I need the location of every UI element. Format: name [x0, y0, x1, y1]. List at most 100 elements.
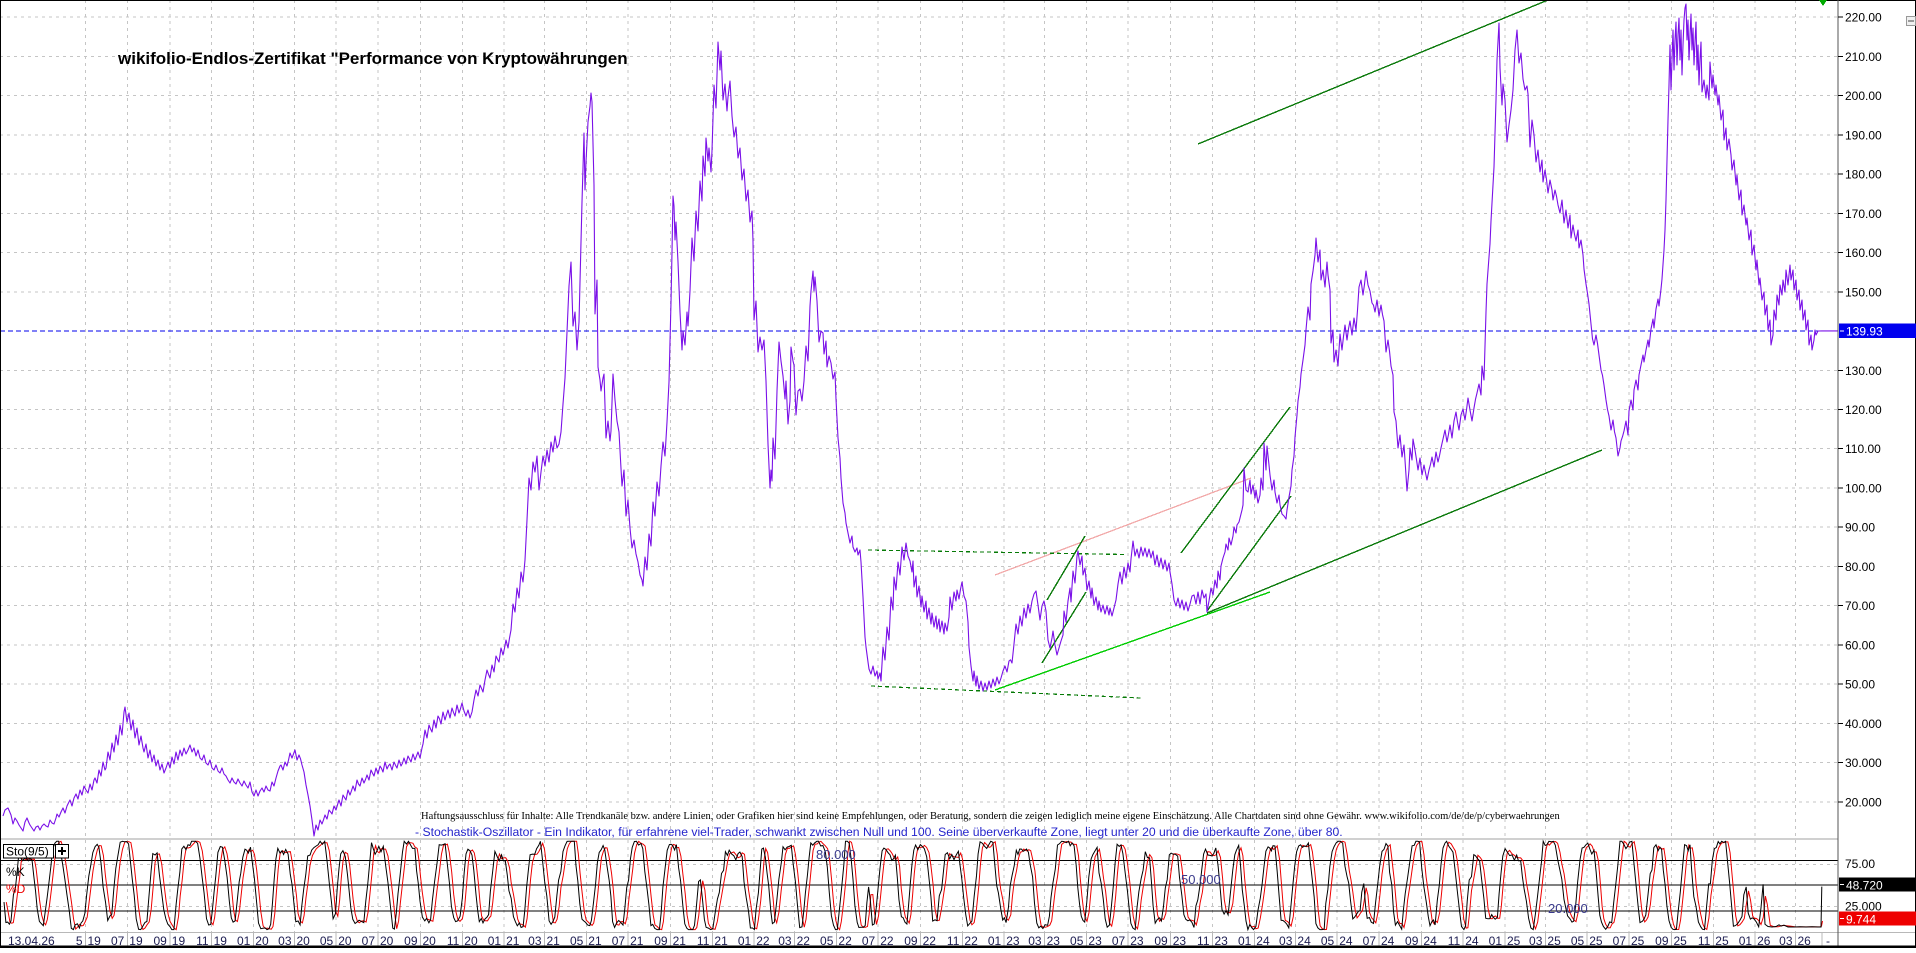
svg-text:11: 11: [1197, 934, 1210, 948]
svg-text:23: 23: [1088, 934, 1102, 948]
svg-text:-: -: [1826, 934, 1830, 948]
svg-text:11: 11: [196, 934, 209, 948]
svg-text:24: 24: [1423, 934, 1437, 948]
svg-text:24: 24: [1256, 934, 1270, 948]
svg-text:190.00: 190.00: [1845, 128, 1882, 142]
svg-text:24: 24: [1297, 934, 1311, 948]
svg-text:05: 05: [1070, 934, 1084, 948]
svg-text:25: 25: [1715, 934, 1729, 948]
svg-text:05: 05: [1321, 934, 1335, 948]
svg-text:05: 05: [320, 934, 334, 948]
svg-text:09: 09: [1405, 934, 1419, 948]
svg-text:22: 22: [838, 934, 852, 948]
svg-text:90.00: 90.00: [1845, 521, 1875, 535]
svg-text:120.00: 120.00: [1845, 403, 1882, 417]
svg-text:24: 24: [1381, 934, 1395, 948]
svg-text:03: 03: [278, 934, 292, 948]
svg-text:20: 20: [380, 934, 394, 948]
svg-text:19: 19: [214, 934, 228, 948]
svg-text:22: 22: [880, 934, 894, 948]
svg-text:19: 19: [129, 934, 143, 948]
svg-text:40.000: 40.000: [1845, 717, 1882, 731]
svg-text:22: 22: [964, 934, 978, 948]
svg-text:wikifolio-Endlos-Zertifikat "P: wikifolio-Endlos-Zertifikat "Performance…: [117, 49, 628, 68]
svg-text:130.00: 130.00: [1845, 364, 1882, 378]
svg-text:01: 01: [1238, 934, 1252, 948]
svg-text:30.000: 30.000: [1845, 756, 1882, 770]
svg-text:200.00: 200.00: [1845, 89, 1882, 103]
svg-text:20: 20: [297, 934, 311, 948]
svg-text:9.744: 9.744: [1846, 913, 1876, 927]
svg-text:11: 11: [1448, 934, 1461, 948]
svg-text:20: 20: [464, 934, 478, 948]
svg-text:80.00: 80.00: [1845, 560, 1875, 574]
svg-text:19: 19: [88, 934, 102, 948]
svg-text:170.00: 170.00: [1845, 207, 1882, 221]
svg-text:20: 20: [423, 934, 437, 948]
svg-text:25: 25: [1631, 934, 1645, 948]
svg-text:07: 07: [612, 934, 626, 948]
svg-text:03: 03: [1028, 934, 1042, 948]
svg-text:180.00: 180.00: [1845, 168, 1882, 182]
svg-text:50.00: 50.00: [1845, 678, 1875, 692]
svg-text:110.00: 110.00: [1845, 442, 1881, 456]
svg-text:160.00: 160.00: [1845, 246, 1882, 260]
svg-text:25: 25: [1547, 934, 1561, 948]
svg-text:23: 23: [1006, 934, 1020, 948]
svg-text:5: 5: [76, 934, 83, 948]
svg-text:24: 24: [1465, 934, 1479, 948]
svg-text:01: 01: [237, 934, 251, 948]
svg-text:11: 11: [447, 934, 460, 948]
svg-text:150.00: 150.00: [1845, 285, 1882, 299]
svg-text:25: 25: [1674, 934, 1688, 948]
svg-text:07: 07: [1112, 934, 1126, 948]
svg-text:03: 03: [1279, 934, 1293, 948]
svg-text:25: 25: [1507, 934, 1521, 948]
svg-text:09: 09: [404, 934, 418, 948]
svg-text:75.00: 75.00: [1845, 857, 1875, 871]
svg-text:11: 11: [697, 934, 710, 948]
svg-text:07: 07: [362, 934, 376, 948]
svg-text:220.00: 220.00: [1845, 11, 1882, 25]
svg-text:13.04.26: 13.04.26: [8, 934, 55, 948]
svg-text:23: 23: [1047, 934, 1061, 948]
svg-text:24: 24: [1339, 934, 1353, 948]
svg-text:Haftungsausschluss für Inhalte: Haftungsausschluss für Inhalte: Alle Tre…: [421, 811, 1560, 822]
svg-text:22: 22: [923, 934, 937, 948]
svg-text:21: 21: [588, 934, 602, 948]
svg-text:- Stochastik-Oszillator - Ein: - Stochastik-Oszillator - Ein Indikator,…: [415, 825, 1343, 839]
svg-text:100.00: 100.00: [1845, 482, 1882, 496]
svg-text:%D: %D: [6, 882, 26, 896]
svg-text:09: 09: [153, 934, 167, 948]
svg-text:21: 21: [630, 934, 644, 948]
svg-text:20.000: 20.000: [1845, 795, 1882, 809]
svg-text:Sto(9/5): Sto(9/5): [6, 845, 49, 859]
svg-text:70.00: 70.00: [1845, 599, 1875, 613]
svg-text:139.93: 139.93: [1846, 325, 1883, 339]
svg-text:09: 09: [1154, 934, 1168, 948]
svg-text:01: 01: [1739, 934, 1753, 948]
svg-text:22: 22: [797, 934, 811, 948]
svg-text:%K: %K: [6, 865, 25, 879]
svg-text:01: 01: [488, 934, 502, 948]
svg-text:21: 21: [547, 934, 561, 948]
svg-text:21: 21: [506, 934, 520, 948]
svg-text:05: 05: [820, 934, 834, 948]
svg-text:80.000: 80.000: [816, 847, 856, 862]
svg-text:09: 09: [904, 934, 918, 948]
svg-text:03: 03: [778, 934, 792, 948]
svg-text:03: 03: [1779, 934, 1793, 948]
svg-text:01: 01: [1489, 934, 1503, 948]
svg-text:23: 23: [1173, 934, 1187, 948]
svg-text:25.000: 25.000: [1845, 900, 1882, 914]
svg-text:60.00: 60.00: [1845, 638, 1875, 652]
svg-text:22: 22: [756, 934, 770, 948]
svg-text:07: 07: [1613, 934, 1627, 948]
svg-text:20.000: 20.000: [1548, 901, 1588, 916]
svg-text:23: 23: [1215, 934, 1229, 948]
svg-text:21: 21: [714, 934, 728, 948]
svg-text:01: 01: [988, 934, 1002, 948]
svg-text:11: 11: [1698, 934, 1711, 948]
svg-text:05: 05: [570, 934, 584, 948]
svg-text:25: 25: [1589, 934, 1603, 948]
